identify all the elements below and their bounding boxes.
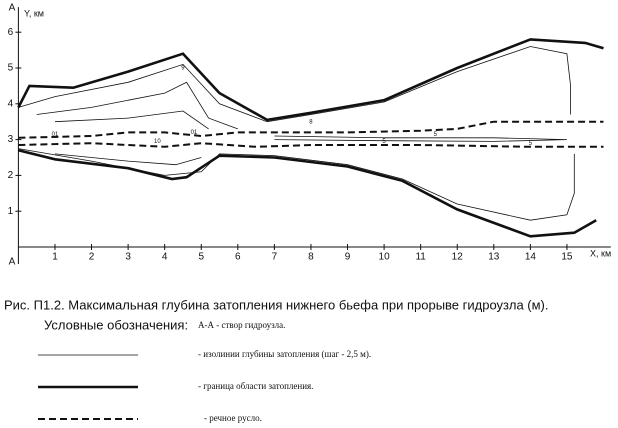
y-tick-label: 6 (8, 27, 14, 38)
isoline-line (54, 153, 202, 166)
x-tick-label: 2 (89, 252, 95, 263)
x-tick-label: 3 (125, 252, 131, 263)
x-tick-label: 10 (379, 252, 391, 263)
y-tick-label: 4 (8, 98, 14, 109)
x-tick-label: 9 (345, 252, 351, 263)
isoline-label: 01 (191, 130, 198, 136)
x-tick-label: 13 (488, 252, 500, 263)
isoline-label: 5 (382, 139, 386, 145)
x-axis-label: X, км (590, 248, 611, 258)
isoline-line (18, 46, 571, 123)
isoline-line (274, 135, 567, 142)
x-tick-label: 5 (198, 252, 204, 263)
x-tick-label: 1 (52, 252, 58, 263)
boundary-line (17, 38, 604, 122)
x-tick-label: 15 (561, 252, 573, 263)
section-mark: A (9, 257, 16, 268)
legend-label: - изолинии глубины затопления (шаг - 2,5… (198, 349, 371, 359)
legend-label: - граница области затопления. (198, 381, 313, 391)
y-tick-label: 1 (8, 206, 14, 217)
isoline-label: 9 (181, 66, 185, 72)
x-tick-label: 12 (452, 252, 464, 263)
boundary-line (18, 149, 597, 238)
legend-label: - речное русло. (204, 413, 262, 423)
isoline-line (18, 148, 575, 221)
isoline-line (54, 110, 209, 130)
isoline-label: 5 (529, 141, 533, 147)
y-tick-label: 3 (8, 134, 14, 145)
isoline-label: 5 (434, 132, 438, 138)
y-tick-label: 5 (8, 63, 14, 74)
section-mark: A (9, 3, 16, 14)
isoline-label: 10 (154, 139, 161, 145)
x-tick-label: 11 (415, 252, 426, 263)
section-note: А-А - створ гидроузла. (198, 320, 285, 330)
river-line (18, 142, 604, 148)
isoline-line (36, 81, 238, 130)
x-tick-label: 14 (525, 252, 537, 263)
x-tick-label: 6 (235, 252, 241, 263)
y-tick-label: 2 (8, 170, 14, 181)
isoline-label: 01 (52, 132, 59, 138)
x-tick-label: 4 (162, 252, 168, 263)
y-axis-label: Y, км (24, 8, 44, 18)
x-tick-label: 8 (308, 252, 314, 263)
caption: Рис. П1.2. Максимальная глубина затоплен… (4, 297, 549, 312)
isoline-label: 8 (309, 119, 313, 125)
legend-title: Условные обозначения: (44, 317, 188, 332)
x-tick-label: 7 (272, 252, 278, 263)
river-line (18, 120, 604, 139)
